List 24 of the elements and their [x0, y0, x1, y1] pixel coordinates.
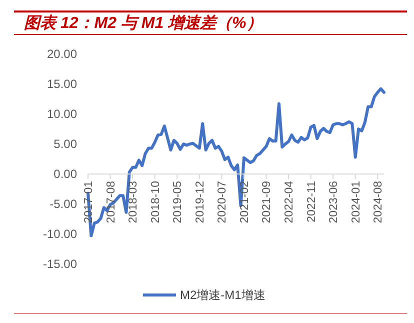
x-tick-label: 2021-02	[238, 181, 251, 224]
y-tick-label: 0.00	[54, 167, 78, 182]
y-tick-label: 15.00	[46, 77, 78, 92]
x-tick-label: 2019-12	[194, 181, 206, 224]
x-tick-label: 2021-09	[261, 181, 274, 224]
x-tick-label: 2022-04	[284, 180, 296, 224]
y-tick-label: 20.00	[46, 47, 78, 62]
y-tick-label: 5.00	[54, 137, 78, 152]
y-tick-label: -5.00	[50, 197, 78, 212]
y-tick-label: 10.00	[46, 107, 78, 122]
chart-title: 图表 12：M2 与 M1 增速差（%）	[24, 14, 262, 32]
x-tick-label: 2024-08	[372, 181, 385, 224]
x-tick-label: 2024-01	[350, 181, 362, 224]
x-tick-label: 2019-05	[172, 181, 184, 224]
x-tick-label: 2017-08	[105, 181, 118, 224]
x-tick-label: 2020-07	[216, 181, 229, 224]
y-tick-label: -10.00	[42, 227, 78, 242]
y-tick-label: -15.00	[42, 257, 78, 272]
x-tick-label: 2023-06	[328, 181, 340, 224]
x-tick-label: 2018-03	[128, 181, 140, 224]
x-tick-label: 2018-10	[150, 181, 162, 224]
legend-label: M2增速-M1增速	[180, 288, 266, 302]
x-tick-label: 2017-01	[83, 181, 95, 224]
x-tick-label: 2022-11	[306, 181, 318, 222]
